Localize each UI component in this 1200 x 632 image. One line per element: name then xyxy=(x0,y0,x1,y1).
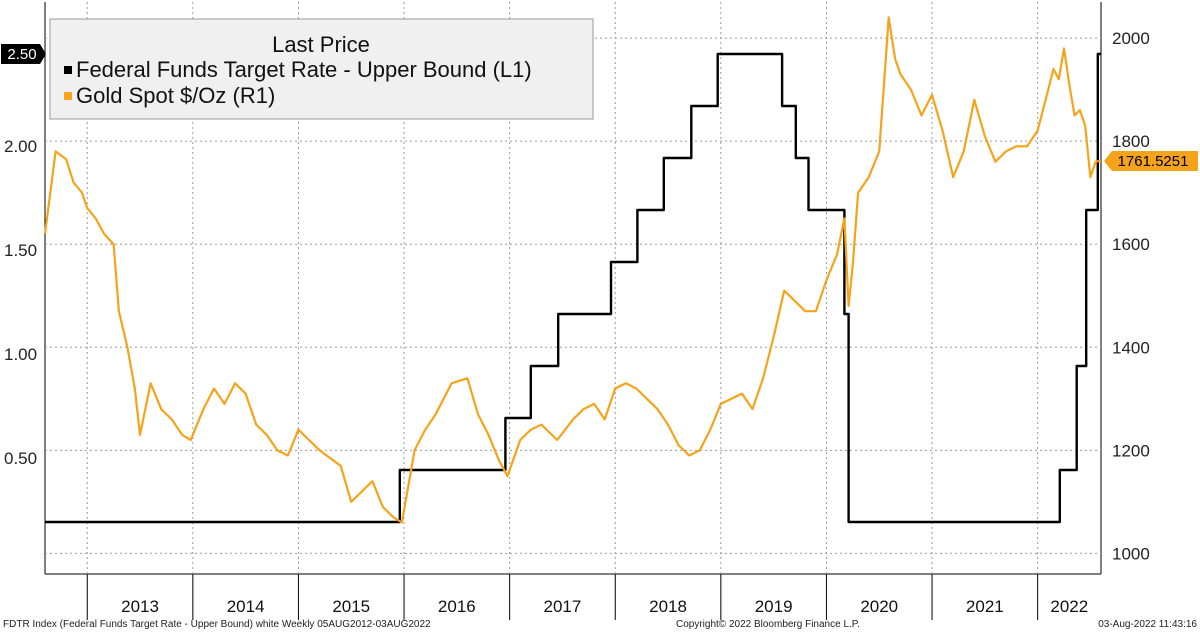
legend-swatch-fed xyxy=(64,66,72,74)
right-axis-ticks: 1000 1200 1400 1600 1800 2000 xyxy=(1112,29,1150,563)
right-tick-label: 1200 xyxy=(1112,441,1150,460)
year-label: 2017 xyxy=(544,597,582,616)
legend-box xyxy=(49,18,594,120)
right-tick-label: 1000 xyxy=(1112,544,1150,563)
legend-swatch-gold xyxy=(64,92,72,100)
right-tick-label: 1800 xyxy=(1112,132,1150,151)
series-line-fed-funds xyxy=(45,52,1101,524)
last-value-gold-shape xyxy=(1104,150,1198,171)
year-label: 2013 xyxy=(121,597,159,616)
year-label: 2021 xyxy=(966,597,1004,616)
year-label: 2020 xyxy=(860,597,898,616)
legend: Last Price Federal Funds Target Rate - U… xyxy=(49,18,594,120)
year-label: 2015 xyxy=(332,597,370,616)
left-axis-ticks: 0.50 1.00 1.50 2.00 xyxy=(4,137,37,468)
left-tick-label: 1.00 xyxy=(4,345,37,364)
year-label: 2014 xyxy=(227,597,265,616)
last-value-fed-badge: 2.50 xyxy=(1,44,46,64)
left-tick-label: 0.50 xyxy=(4,449,37,468)
last-value-gold: 1761.5251 xyxy=(1118,153,1189,170)
right-tick-label: 1400 xyxy=(1112,338,1150,357)
series-layer xyxy=(43,16,1102,524)
year-axis: 2013 2014 2015 2016 2017 2018 2019 2020 2021 2022 xyxy=(86,574,1088,620)
left-tick-label: 2.00 xyxy=(4,137,37,156)
right-tick-label: 1600 xyxy=(1112,235,1150,254)
series-line-gold xyxy=(43,16,1102,524)
last-value-fed: 2.50 xyxy=(7,46,36,63)
legend-title: Last Price xyxy=(272,32,370,57)
year-label: 2019 xyxy=(755,597,793,616)
left-tick-label: 1.50 xyxy=(4,241,37,260)
year-label: 2018 xyxy=(649,597,687,616)
year-label: 2016 xyxy=(438,597,476,616)
footer-center: Copyright© 2022 Bloomberg Finance L.P. xyxy=(676,619,860,630)
footer-right: 03-Aug-2022 11:43:16 xyxy=(1098,619,1197,630)
right-tick-label: 2000 xyxy=(1112,29,1150,48)
last-value-gold-badge: 1761.5251 xyxy=(1104,150,1198,171)
year-label: 2022 xyxy=(1050,597,1088,616)
footer-left: FDTR Index (Federal Funds Target Rate - … xyxy=(3,619,431,630)
legend-entry-gold: Gold Spot $/Oz (R1) xyxy=(76,83,275,108)
legend-entry-fed: Federal Funds Target Rate - Upper Bound … xyxy=(76,57,532,82)
last-value-fed-shape xyxy=(1,44,46,64)
